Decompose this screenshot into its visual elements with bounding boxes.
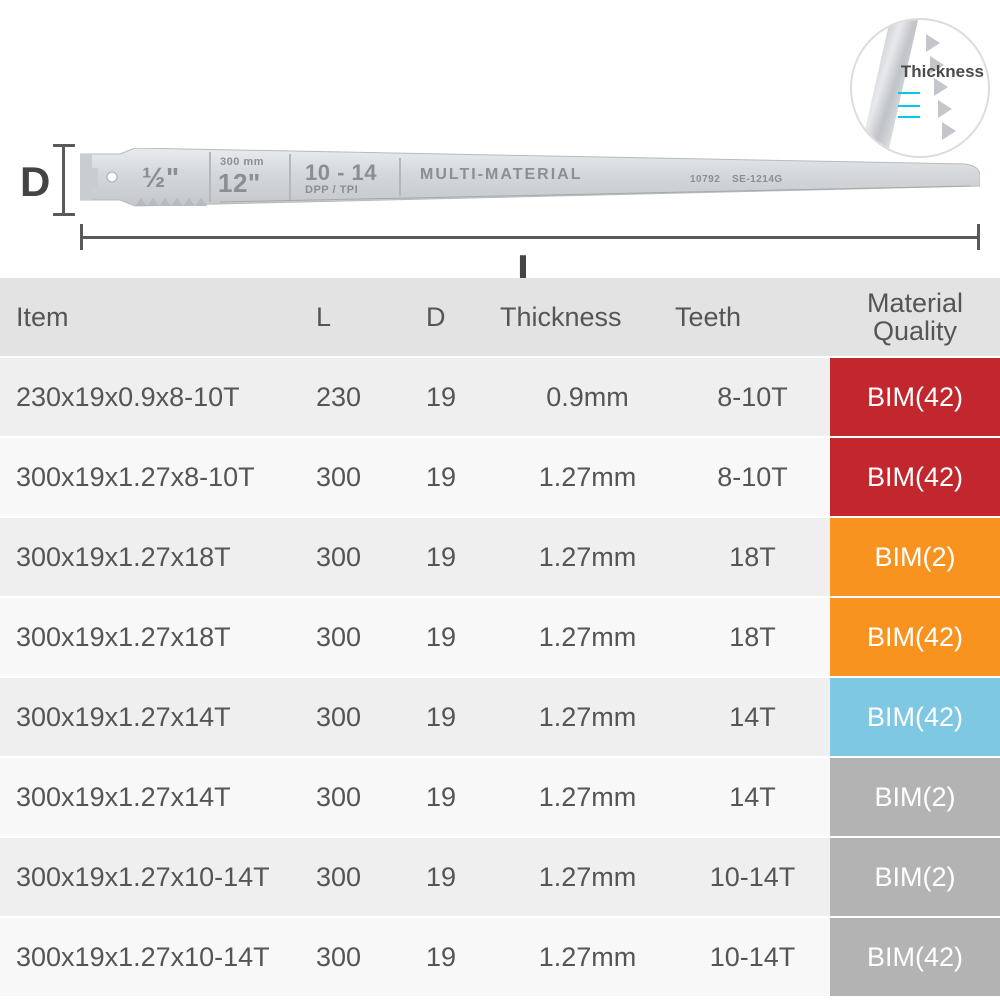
- cell-material-badge: BIM(42): [830, 438, 1000, 516]
- cell-material-badge: BIM(42): [830, 598, 1000, 676]
- cell-teeth: 14T: [675, 758, 830, 836]
- cell-item: 230x19x0.9x8-10T: [0, 358, 300, 436]
- cell-item: 300x19x1.27x8-10T: [0, 438, 300, 516]
- col-header-item: Item: [0, 278, 300, 356]
- blade-dpp-range: 10 - 14: [305, 160, 377, 186]
- table-row: 300x19x1.27x14T300191.27mm14TBIM(2): [0, 758, 1000, 838]
- col-header-thickness: Thickness: [500, 278, 675, 356]
- cell-material-badge: BIM(2): [830, 518, 1000, 596]
- cell-thickness: 1.27mm: [500, 438, 675, 516]
- cell-l: 230: [300, 358, 410, 436]
- blade-half-inch: ½": [142, 162, 180, 194]
- blade-inches: 12": [218, 168, 261, 199]
- blade-graphic: ½" 300 mm 12" 10 - 14 DPP / TPI MULTI-MA…: [80, 148, 980, 212]
- col-header-l: L: [300, 278, 410, 356]
- cell-material-badge: BIM(42): [830, 358, 1000, 436]
- l-dimension-indicator: L: [80, 228, 980, 268]
- cell-d: 19: [410, 438, 500, 516]
- cell-teeth: 18T: [675, 598, 830, 676]
- cell-l: 300: [300, 678, 410, 756]
- cell-thickness: 1.27mm: [500, 918, 675, 996]
- cell-material-badge: BIM(2): [830, 758, 1000, 836]
- cell-teeth: 14T: [675, 678, 830, 756]
- blade-dpp-label: DPP / TPI: [305, 184, 358, 196]
- spec-table: Item L D Thickness Teeth Material Qualit…: [0, 278, 1000, 1000]
- cell-thickness: 1.27mm: [500, 678, 675, 756]
- col-header-d: D: [410, 278, 500, 356]
- table-row: 230x19x0.9x8-10T230190.9mm8-10TBIM(42): [0, 358, 1000, 438]
- cell-teeth: 8-10T: [675, 438, 830, 516]
- cell-thickness: 1.27mm: [500, 758, 675, 836]
- cell-material-badge: BIM(2): [830, 838, 1000, 916]
- table-row: 300x19x1.27x18T300191.27mm18TBIM(42): [0, 598, 1000, 678]
- cell-item: 300x19x1.27x10-14T: [0, 838, 300, 916]
- cell-material-badge: BIM(42): [830, 918, 1000, 996]
- cell-l: 300: [300, 918, 410, 996]
- cell-item: 300x19x1.27x10-14T: [0, 918, 300, 996]
- cell-item: 300x19x1.27x14T: [0, 678, 300, 756]
- cell-teeth: 10-14T: [675, 918, 830, 996]
- cell-l: 300: [300, 518, 410, 596]
- blade-material: MULTI-MATERIAL: [420, 166, 582, 184]
- cell-d: 19: [410, 598, 500, 676]
- cell-thickness: 0.9mm: [500, 358, 675, 436]
- d-label: D: [20, 158, 50, 206]
- cell-material-badge: BIM(42): [830, 678, 1000, 756]
- table-row: 300x19x1.27x10-14T300191.27mm10-14TBIM(2…: [0, 838, 1000, 918]
- cell-d: 19: [410, 678, 500, 756]
- cell-d: 19: [410, 518, 500, 596]
- table-row: 300x19x1.27x14T300191.27mm14TBIM(42): [0, 678, 1000, 758]
- cell-d: 19: [410, 918, 500, 996]
- table-row: 300x19x1.27x18T300191.27mm18TBIM(2): [0, 518, 1000, 598]
- thickness-callout: Thickness: [850, 18, 990, 158]
- cell-d: 19: [410, 758, 500, 836]
- cell-teeth: 10-14T: [675, 838, 830, 916]
- col-header-teeth: Teeth: [675, 278, 830, 356]
- cell-teeth: 8-10T: [675, 358, 830, 436]
- cell-thickness: 1.27mm: [500, 598, 675, 676]
- cell-l: 300: [300, 838, 410, 916]
- thickness-callout-label: Thickness: [901, 62, 984, 82]
- cell-l: 300: [300, 758, 410, 836]
- col-header-material: Material Quality: [830, 278, 1000, 356]
- cell-l: 300: [300, 598, 410, 676]
- cell-l: 300: [300, 438, 410, 516]
- table-header-row: Item L D Thickness Teeth Material Qualit…: [0, 278, 1000, 358]
- cell-thickness: 1.27mm: [500, 838, 675, 916]
- cell-d: 19: [410, 838, 500, 916]
- blade-illustration: Thickness D: [20, 30, 980, 275]
- cell-item: 300x19x1.27x18T: [0, 518, 300, 596]
- cell-item: 300x19x1.27x14T: [0, 758, 300, 836]
- table-row: 300x19x1.27x10-14T300191.27mm10-14TBIM(4…: [0, 918, 1000, 998]
- cell-teeth: 18T: [675, 518, 830, 596]
- table-row: 300x19x1.27x8-10T300191.27mm8-10TBIM(42): [0, 438, 1000, 518]
- cell-item: 300x19x1.27x18T: [0, 598, 300, 676]
- blade-code-2: SE-1214G: [732, 174, 783, 185]
- blade-code-1: 10792: [690, 174, 720, 185]
- blade-mm: 300 mm: [220, 156, 264, 168]
- cell-d: 19: [410, 358, 500, 436]
- cell-thickness: 1.27mm: [500, 518, 675, 596]
